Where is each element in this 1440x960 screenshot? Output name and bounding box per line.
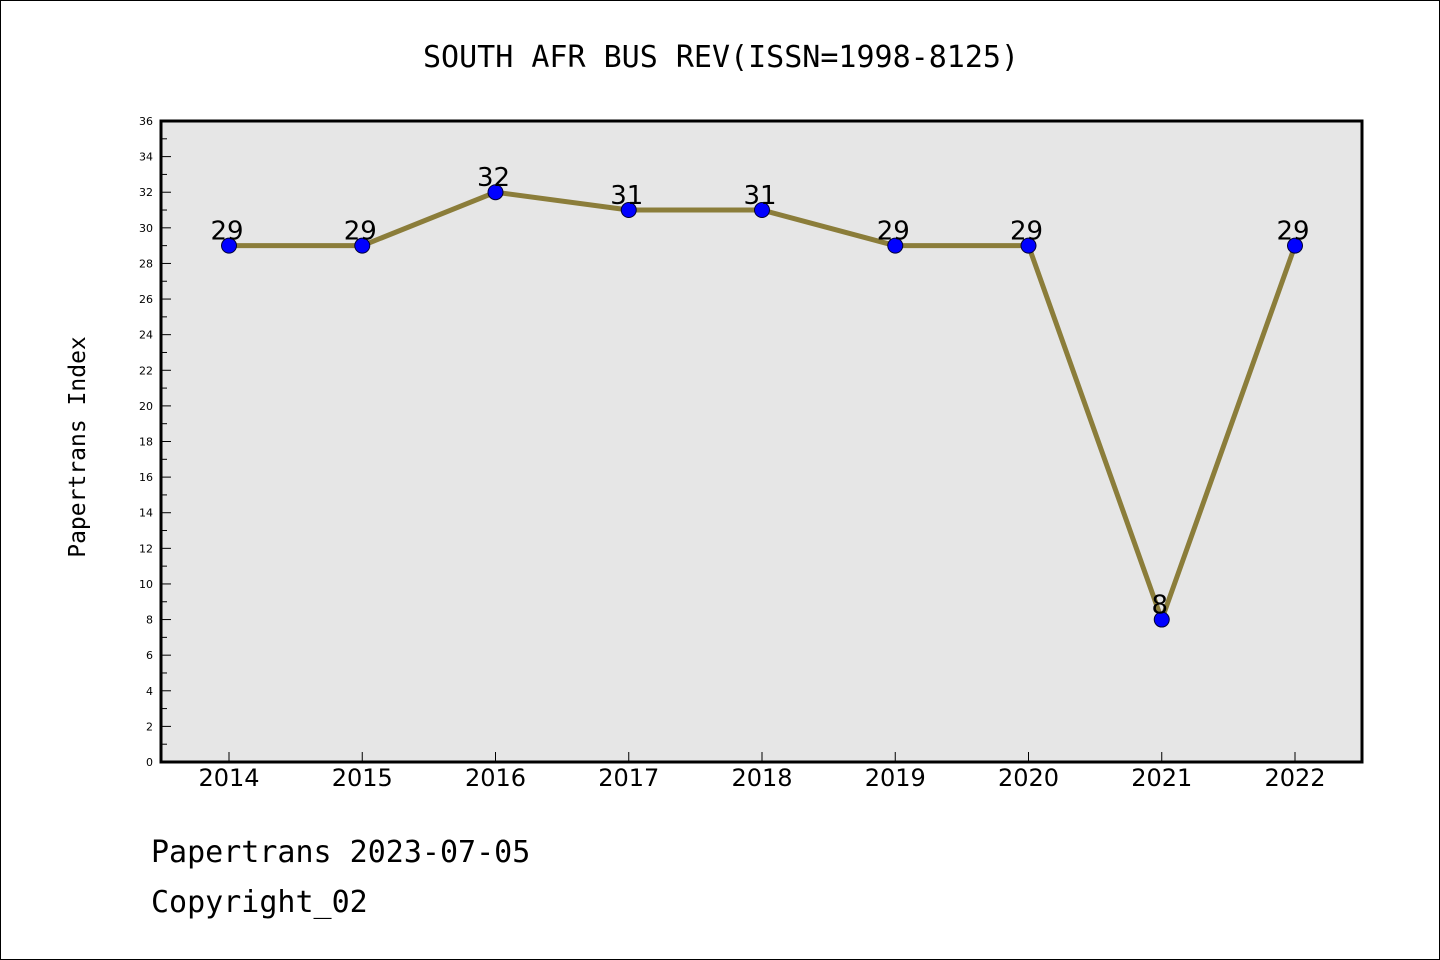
y-tick-label: 24 [139,329,153,342]
y-tick-label: 16 [139,471,153,484]
y-tick-label: 26 [139,293,153,306]
y-tick-label: 14 [139,507,153,520]
data-label: 29 [1010,217,1043,247]
x-tick-label: 2022 [1264,764,1325,792]
plot-frame [159,119,1364,764]
x-tick-label: 2015 [332,764,393,792]
y-tick-label: 4 [146,685,153,698]
data-point-marker [620,202,637,219]
y-tick-label: 0 [146,756,153,769]
y-tick-label: 34 [139,151,153,164]
y-tick-label: 12 [139,542,153,555]
x-tick-label: 2020 [998,764,1059,792]
chart-title: SOUTH AFR BUS REV(ISSN=1998-8125) [423,40,1019,75]
data-point-marker [354,237,371,254]
footer-copyright-text: Copyright_02 [151,885,368,920]
y-tick-label: 8 [146,614,153,627]
data-point-marker [221,237,237,254]
footer-date-text: Papertrans 2023-07-05 [151,835,531,870]
data-label: 29 [210,217,243,247]
y-tick-label: 10 [139,578,153,591]
y-tick-label: 2 [146,720,153,733]
y-axis-label: Papertrans Index [65,336,91,558]
y-tick-label: 30 [139,222,153,235]
x-tick-label: 2016 [465,764,526,792]
y-tick-label: 20 [139,400,153,413]
y-tick-label: 22 [139,364,153,377]
x-tick-label: 2017 [598,764,659,792]
data-label: 32 [477,163,510,193]
y-tick-label: 6 [146,649,153,662]
data-label: 8 [1151,591,1168,621]
x-axis: 2014 2015 2016 2017 2018 2019 2020 2021 2022 [198,752,1326,792]
data-labels-group: 29 29 32 31 31 29 29 8 29 [210,163,1309,620]
x-tick-label: 2021 [1131,764,1192,792]
data-label: 31 [610,181,643,211]
data-label: 29 [1276,217,1309,247]
markers-group [221,184,1303,628]
y-tick-label: 28 [139,257,153,270]
y-tick-label: 18 [139,436,153,449]
data-point-marker [1287,237,1303,254]
y-tick-label: 36 [139,115,153,128]
y-tick-label: 32 [139,186,153,199]
plot-area [161,121,1362,762]
data-label: 29 [877,217,910,247]
data-label: 29 [344,217,377,247]
x-tick-label: 2019 [865,764,926,792]
data-point-marker [887,237,904,254]
data-point-marker [754,202,770,219]
x-tick-label: 2018 [731,764,792,792]
x-tick-label: 2014 [198,764,259,792]
data-point-marker [1153,611,1170,628]
data-point-marker [487,184,504,201]
data-label: 31 [743,181,776,211]
data-point-marker [1020,237,1037,254]
